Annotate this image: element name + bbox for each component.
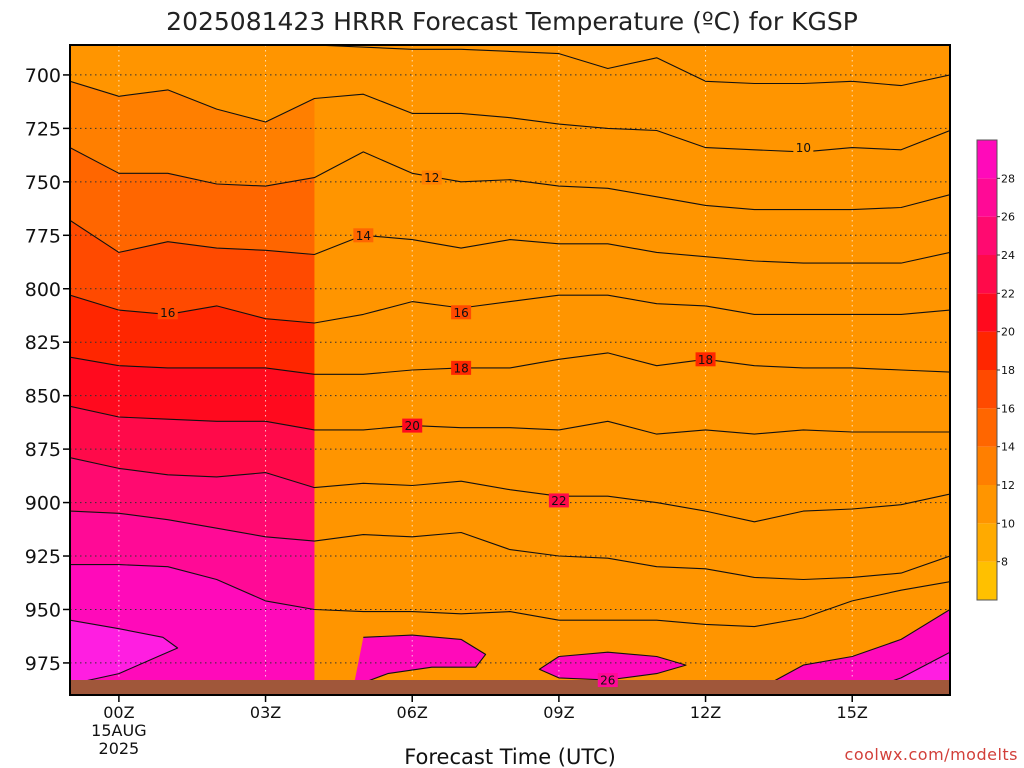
colorbar-swatch-0 xyxy=(977,561,997,600)
isotherm-lines xyxy=(70,45,950,687)
isotherm-26-9 xyxy=(70,564,950,628)
isotherm-20-6 xyxy=(70,405,950,435)
contour-label-14: 14 xyxy=(356,229,371,243)
colorbar-swatch-3 xyxy=(977,446,997,485)
colorbar-swatch-6 xyxy=(977,331,997,370)
credit-link[interactable]: coolwx.com/modelts xyxy=(845,745,1018,764)
pocket-fill-4 xyxy=(764,609,950,695)
contour-label-bg-4 xyxy=(451,305,472,320)
contour-label-18: 18 xyxy=(698,353,713,367)
contour-label-10: 10 xyxy=(796,141,811,155)
plot-frame xyxy=(69,44,951,696)
x-axis-label: Forecast Time (UTC) xyxy=(404,745,616,768)
contour-label-18: 18 xyxy=(453,361,468,375)
colorbar-tick-20: 20 xyxy=(1001,326,1015,339)
colorbar-swatch-11 xyxy=(977,140,997,179)
contour-label-12: 12 xyxy=(424,171,439,185)
contour-label-bg-7 xyxy=(402,418,423,433)
y-tick-label-925: 925 xyxy=(25,546,61,568)
colorbar-swatch-8 xyxy=(977,255,997,294)
contour-label-bg-8 xyxy=(548,493,569,508)
x-tick-label-15Z: 15Z xyxy=(837,703,868,722)
isotherm-28-10 xyxy=(70,619,179,685)
colorbar-tick-12: 12 xyxy=(1001,479,1015,492)
pocket-fill-1 xyxy=(70,620,178,685)
colorbar-swatch-4 xyxy=(977,408,997,447)
y-tick-label-900: 900 xyxy=(25,493,61,515)
colorbar-swatch-9 xyxy=(977,216,997,255)
colorbar-tick-10: 10 xyxy=(1001,517,1015,530)
y-tick-label-775: 775 xyxy=(25,225,61,247)
x-tick-label-09Z: 09Z xyxy=(543,703,574,722)
contour-label-bg-0 xyxy=(793,140,814,155)
plot-area xyxy=(70,45,950,695)
colorbar-tick-18: 18 xyxy=(1001,364,1015,377)
contour-label-16: 16 xyxy=(453,306,468,320)
x-tick-sublabel-2025: 2025 xyxy=(99,739,140,758)
colorbar-swatch-10 xyxy=(977,178,997,217)
ground-surface xyxy=(70,680,950,695)
y-tick-label-950: 950 xyxy=(25,599,61,621)
isotherm-26-11 xyxy=(353,634,487,687)
x-tick-label-06Z: 06Z xyxy=(397,703,428,722)
isotherm-12-2 xyxy=(70,147,950,211)
x-tick-sublabel-15AUG: 15AUG xyxy=(91,721,146,740)
grid-lines xyxy=(70,45,950,695)
colorbar-tick-14: 14 xyxy=(1001,441,1015,454)
y-tick-label-800: 800 xyxy=(25,279,61,301)
contour-label-bg-6 xyxy=(695,352,716,367)
colorbar-tick-8: 8 xyxy=(1001,556,1008,569)
colorbar-swatch-2 xyxy=(977,485,997,524)
pocket-fill-0 xyxy=(314,45,950,695)
chart-title: 2025081423 HRRR Forecast Temperature (ºC… xyxy=(166,7,858,36)
isotherm-26-12 xyxy=(538,651,687,681)
colorbar-tick-22: 22 xyxy=(1001,287,1015,300)
colorbar-tick-28: 28 xyxy=(1001,172,1015,185)
colorbar-tick-26: 26 xyxy=(1001,211,1015,224)
y-tick-label-975: 975 xyxy=(25,653,61,675)
temperature-colorbar: 8 10 12 14 16 18 20 22 24 26 28 xyxy=(976,139,1015,601)
x-tick-label-03Z: 03Z xyxy=(250,703,281,722)
contour-label-bg-2 xyxy=(353,228,374,243)
contour-label-16: 16 xyxy=(160,306,175,320)
pressure-axis: 700 725 750 775 800 825 850 875 900 925 950 975 xyxy=(25,65,70,675)
contour-label-bg-3 xyxy=(157,305,178,320)
contour-label-20: 20 xyxy=(405,419,420,433)
isotherm-22-7 xyxy=(70,457,950,523)
isotherm-16-4 xyxy=(70,294,950,324)
pocket-fill-3 xyxy=(539,652,686,681)
x-tick-label-12Z: 12Z xyxy=(690,703,721,722)
isotherm-8-0 xyxy=(314,45,950,87)
colorbar-tick-16: 16 xyxy=(1001,402,1015,415)
y-tick-label-875: 875 xyxy=(25,439,61,461)
colorbar-swatch-5 xyxy=(977,370,997,409)
isotherm-24-8 xyxy=(70,510,950,581)
y-tick-label-700: 700 xyxy=(25,65,61,87)
temperature-fill-bands xyxy=(70,45,950,695)
contour-labels: 10 12 14 16 16 18 18 20 22 26 xyxy=(157,140,814,688)
y-tick-label-750: 750 xyxy=(25,172,61,194)
y-tick-label-725: 725 xyxy=(25,118,61,140)
colorbar-swatch-7 xyxy=(977,293,997,332)
x-tick-label-00Z: 00Z xyxy=(103,703,134,722)
contour-label-bg-1 xyxy=(421,170,442,185)
contour-label-bg-9 xyxy=(597,673,618,688)
contour-label-bg-5 xyxy=(451,360,472,375)
isotherm-14-3 xyxy=(70,219,950,264)
colorbar-swatch-1 xyxy=(977,523,997,562)
y-tick-label-850: 850 xyxy=(25,386,61,408)
y-tick-label-825: 825 xyxy=(25,332,61,354)
isotherm-26-13 xyxy=(763,609,950,687)
isotherm-18-5 xyxy=(70,352,950,375)
contour-label-26: 26 xyxy=(600,674,615,688)
colorbar-tick-24: 24 xyxy=(1001,249,1015,262)
contour-label-22: 22 xyxy=(551,494,566,508)
